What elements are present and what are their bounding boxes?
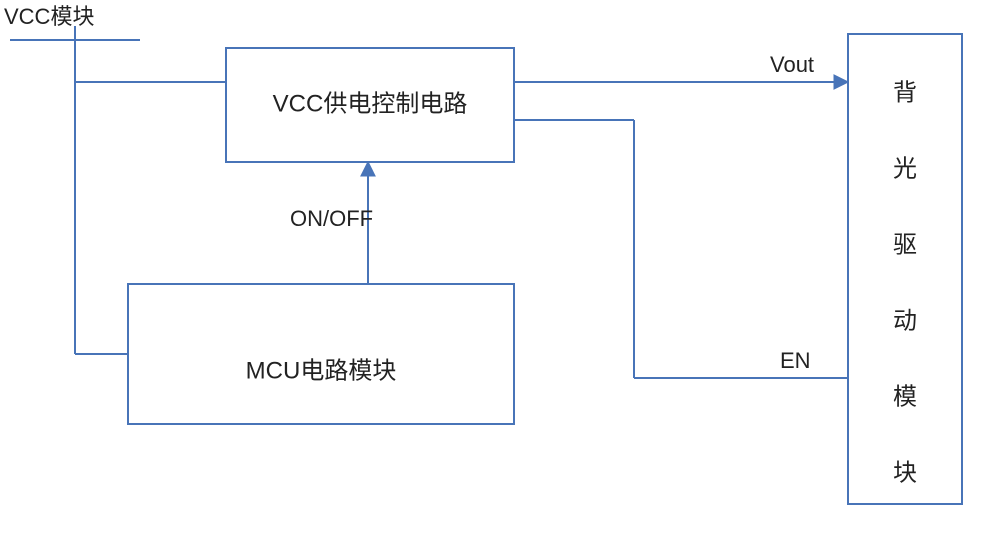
backlight-char-5: 块 (893, 459, 917, 486)
backlight-box: 背光驱动模块 (848, 34, 962, 504)
backlight-char-2: 驱 (893, 231, 917, 258)
mcu-box: MCU电路模块 (128, 284, 514, 424)
mcu-rect (128, 284, 514, 424)
label-vcc_module: VCC模块 (4, 4, 94, 29)
label-vout: Vout (770, 52, 814, 77)
backlight-char-4: 模 (893, 383, 917, 410)
label-en: EN (780, 348, 811, 373)
vcc-ctrl-box: VCC供电控制电路 (226, 48, 514, 162)
backlight-char-3: 动 (893, 307, 917, 334)
label-onoff: ON/OFF (290, 206, 373, 231)
backlight-char-1: 光 (893, 155, 917, 182)
mcu-label: MCU电路模块 (246, 357, 397, 384)
backlight-char-0: 背 (893, 79, 917, 106)
vcc-ctrl-label: VCC供电控制电路 (273, 90, 468, 117)
